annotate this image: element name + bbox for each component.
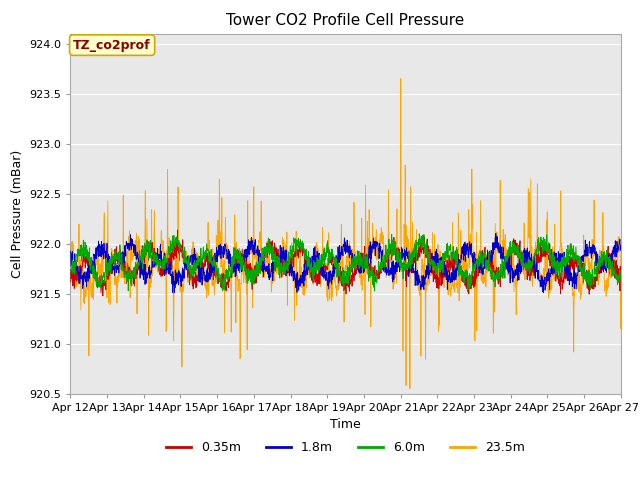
Legend: 0.35m, 1.8m, 6.0m, 23.5m: 0.35m, 1.8m, 6.0m, 23.5m [161,436,530,459]
Title: Tower CO2 Profile Cell Pressure: Tower CO2 Profile Cell Pressure [227,13,465,28]
Y-axis label: Cell Pressure (mBar): Cell Pressure (mBar) [11,149,24,278]
X-axis label: Time: Time [330,418,361,431]
Text: TZ_co2prof: TZ_co2prof [74,38,151,52]
